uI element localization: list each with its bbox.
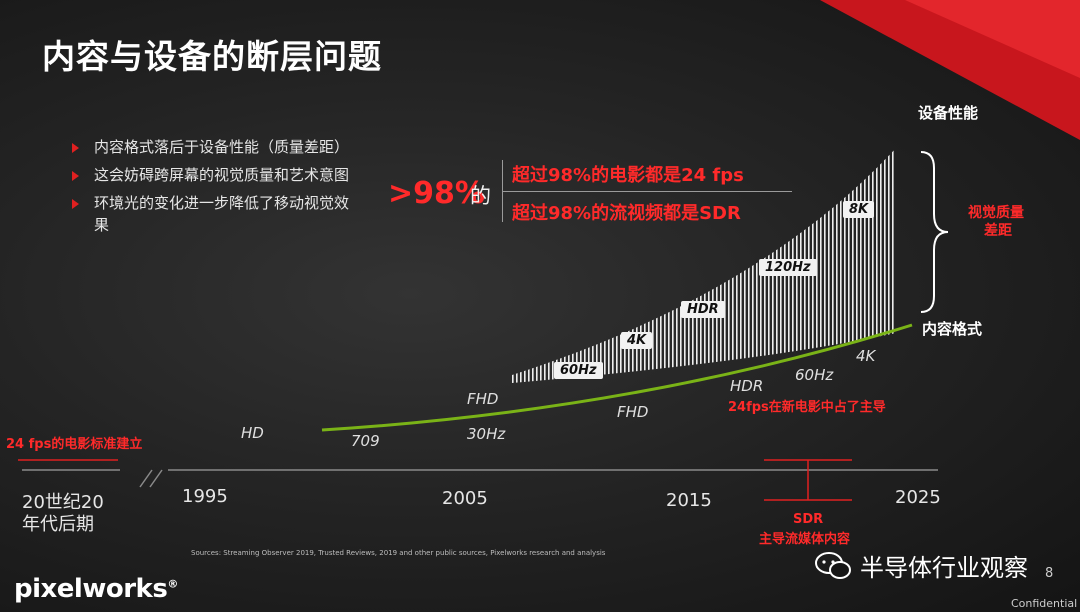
timeline-early-line1: 20世纪20: [22, 492, 104, 513]
stat-line-sdr: 超过98%的流视频都是SDR: [512, 203, 741, 224]
badge-4k: 4K: [621, 332, 653, 349]
stat-de: 的: [470, 184, 491, 208]
label-fhd-lower: FHD: [617, 403, 649, 421]
note-24fps-dominant: 24fps在新电影中占了主导: [728, 400, 886, 415]
bullet-text: 环境光的变化进一步降低了移动视觉效果: [94, 194, 350, 234]
bullet-item: 这会妨碍跨屏幕的视觉质量和艺术意图: [72, 164, 362, 186]
label-4k: 4K: [856, 347, 876, 365]
red-triangle-icon: [72, 171, 79, 181]
content-format-curve: [321, 323, 913, 432]
confidential-label: Confidential: [1011, 597, 1078, 610]
label-30hz: 30Hz: [467, 425, 506, 443]
badge-hdr: HDR: [681, 301, 725, 318]
sources-note: Sources: Streaming Observer 2019, Truste…: [191, 549, 606, 557]
timeline-early-line2: 年代后期: [22, 514, 94, 535]
year-2005: 2005: [442, 488, 488, 509]
bullet-text: 内容格式落后于设备性能（质量差距）: [94, 138, 350, 156]
content-format-label: 内容格式: [922, 320, 983, 338]
gap-label-line2: 差距: [984, 223, 1012, 239]
year-2025: 2025: [895, 487, 941, 508]
bullet-text: 这会妨碍跨屏幕的视觉质量和艺术意图: [94, 166, 350, 184]
axis-break-right: [149, 469, 163, 488]
device-performance-label: 设备性能: [918, 104, 979, 122]
bullet-list: 内容格式落后于设备性能（质量差距） 这会妨碍跨屏幕的视觉质量和艺术意图 环境光的…: [72, 136, 362, 242]
gap-brace: [920, 151, 949, 313]
year-1995: 1995: [182, 486, 228, 507]
gap-label-line1: 视觉质量: [968, 205, 1024, 221]
red-triangle-icon: [72, 199, 79, 209]
stat-line-fps: 超过98%的电影都是24 fps: [512, 165, 744, 186]
label-709: 709: [351, 432, 380, 450]
corner-triangle-front: [905, 0, 1080, 78]
logo-text: pixelworks: [14, 574, 168, 604]
stat-divider: [502, 191, 792, 192]
bullet-item: 内容格式落后于设备性能（质量差距）: [72, 136, 362, 158]
stat-value: >98%: [388, 176, 485, 211]
note-sdr: SDR: [793, 512, 824, 527]
wechat-icon: [815, 552, 851, 579]
note-24fps-standard: 24 fps的电影标准建立: [6, 437, 143, 452]
page-number: 8: [1045, 566, 1054, 581]
axis-break-left: [139, 469, 153, 488]
label-60hz: 60Hz: [795, 366, 834, 384]
label-fhd-upper: FHD: [467, 390, 499, 408]
note-sdr-desc: 主导流媒体内容: [759, 532, 851, 547]
year-2015: 2015: [666, 490, 712, 511]
label-hd: HD: [241, 424, 264, 442]
bullet-item: 环境光的变化进一步降低了移动视觉效果: [72, 192, 362, 236]
badge-8k: 8K: [843, 201, 875, 218]
page-title: 内容与设备的断层问题: [42, 37, 382, 76]
badge-120hz: 120Hz: [759, 259, 817, 276]
watermark-text: 半导体行业观察: [860, 554, 1028, 582]
badge-60hz: 60Hz: [554, 362, 603, 379]
device-performance-hatched-area: [512, 148, 896, 383]
company-logo: pixelworks®: [14, 574, 178, 604]
red-triangle-icon: [72, 143, 79, 153]
label-hdr: HDR: [730, 377, 764, 395]
logo-registered-mark: ®: [167, 577, 178, 591]
